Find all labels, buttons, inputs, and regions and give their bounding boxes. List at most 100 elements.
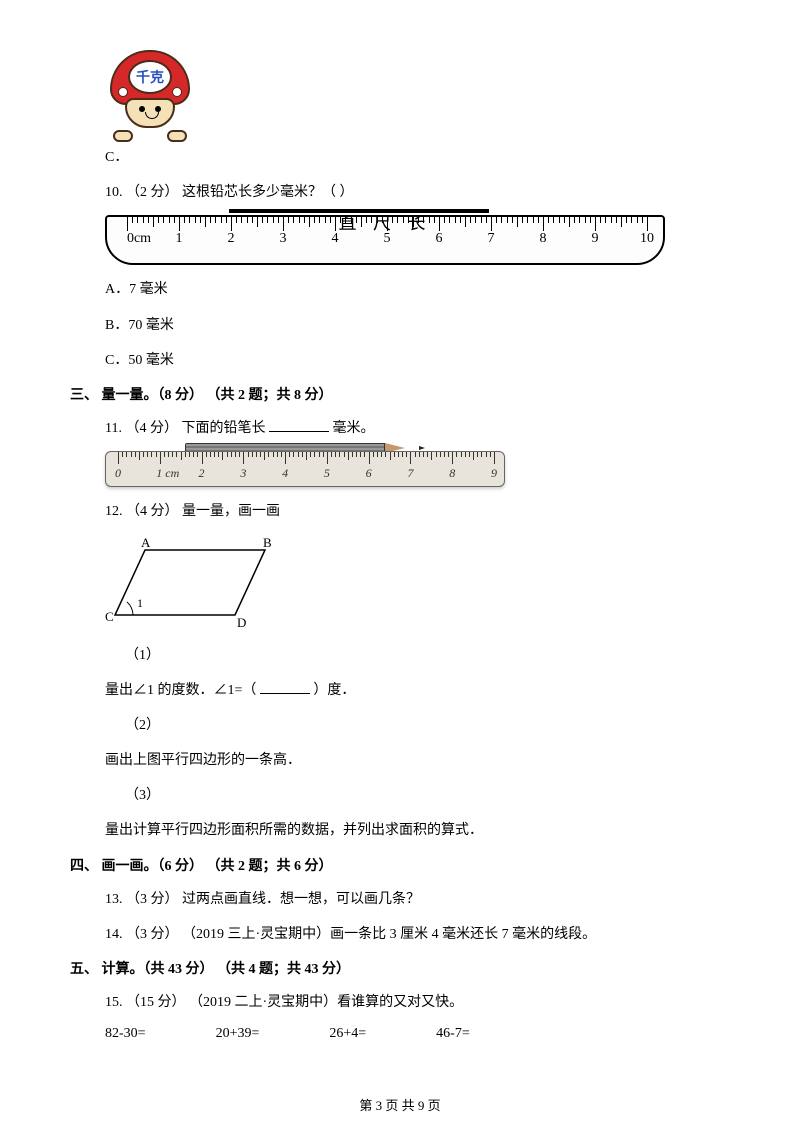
- tick: [402, 452, 403, 457]
- tick: [135, 452, 136, 457]
- tick: [156, 452, 157, 457]
- ruler-number: 5: [384, 231, 391, 247]
- tick: [289, 452, 290, 457]
- dot-icon: [118, 87, 128, 97]
- tick: [205, 217, 206, 227]
- tick: [267, 217, 268, 223]
- tick: [260, 452, 261, 457]
- calc-item: 82-30=: [105, 1026, 146, 1042]
- ruler-number: 2: [228, 231, 235, 247]
- ruler-number: 3: [240, 466, 246, 481]
- tick: [460, 217, 461, 223]
- tick: [559, 217, 560, 223]
- tick: [200, 217, 201, 223]
- tick: [132, 217, 133, 223]
- tick: [163, 217, 164, 223]
- tick: [377, 452, 378, 457]
- mushroom-label: 千克: [128, 60, 172, 94]
- tick: [448, 452, 449, 457]
- tick: [403, 217, 404, 223]
- ruler1: 直 尺 长 0cm12345678910: [105, 215, 665, 265]
- tick: [247, 217, 248, 223]
- mushroom-figure: 千克: [105, 50, 195, 140]
- tick: [522, 217, 523, 223]
- tick: [185, 452, 186, 457]
- ruler-number: 9: [592, 231, 599, 247]
- page-footer: 第 3 页 共 9 页: [0, 1095, 800, 1114]
- tick: [327, 452, 328, 464]
- tick: [423, 452, 424, 457]
- tick: [600, 217, 601, 223]
- tick: [143, 452, 144, 457]
- tick: [143, 217, 144, 223]
- parallelogram-figure: A B C D 1: [105, 535, 730, 635]
- blank-field[interactable]: [269, 418, 329, 432]
- tick: [527, 217, 528, 223]
- ruler-number: 4: [332, 231, 339, 247]
- q12-p3-label: （3）: [125, 783, 730, 808]
- ruler-number: 7: [407, 466, 413, 481]
- tick: [360, 452, 361, 457]
- tick: [169, 217, 170, 223]
- tick: [195, 217, 196, 223]
- tick: [179, 217, 180, 231]
- tick: [118, 452, 119, 464]
- ruler-number: 0: [115, 466, 121, 481]
- tick: [469, 452, 470, 457]
- tick: [325, 217, 326, 223]
- svg-text:C: C: [105, 609, 114, 624]
- tick: [323, 452, 324, 457]
- q15-stem: 15. （15 分） （2019 二上·灵宝期中）看谁算的又对又快。: [105, 990, 730, 1015]
- tick: [189, 452, 190, 457]
- tick: [288, 217, 289, 223]
- tick: [413, 217, 414, 227]
- tick: [293, 217, 294, 223]
- tick: [168, 452, 169, 457]
- section3-header: 三、 量一量。（8 分） （共 2 题；共 8 分）: [70, 383, 730, 408]
- tick: [507, 217, 508, 223]
- tick: [455, 217, 456, 223]
- tick: [371, 217, 372, 223]
- option-c-img: C．: [105, 145, 730, 170]
- tick: [252, 217, 253, 223]
- tick: [241, 217, 242, 223]
- tick: [235, 452, 236, 457]
- tick: [151, 452, 152, 457]
- tick: [160, 452, 161, 464]
- tick: [369, 452, 370, 464]
- tick: [277, 452, 278, 457]
- tick: [647, 217, 648, 231]
- tick: [408, 217, 409, 223]
- tick: [397, 217, 398, 223]
- tick: [181, 452, 182, 460]
- tick: [605, 217, 606, 223]
- tick: [398, 452, 399, 457]
- tick: [564, 217, 565, 223]
- tick: [319, 452, 320, 457]
- tick: [595, 217, 596, 231]
- tick: [273, 452, 274, 457]
- tick: [418, 217, 419, 223]
- q12-p3: 量出计算平行四边形面积所需的数据，并列出求面积的算式．: [105, 818, 730, 843]
- tick: [215, 217, 216, 223]
- tick: [569, 217, 570, 227]
- tick: [137, 217, 138, 223]
- tick: [310, 452, 311, 457]
- tick: [496, 217, 497, 223]
- tick: [481, 452, 482, 457]
- ruler2: 01 cm23456789: [105, 451, 505, 487]
- tick: [494, 452, 495, 464]
- q10-stem: 10. （2 分） 这根铅芯长多少毫米？（ ）: [105, 180, 730, 205]
- tick: [158, 217, 159, 223]
- tick: [543, 217, 544, 231]
- calc-item: 46-7=: [436, 1026, 470, 1042]
- ruler-number: 8: [449, 466, 455, 481]
- blank-field[interactable]: [260, 680, 310, 694]
- tick: [176, 452, 177, 457]
- foot-icon: [167, 130, 187, 142]
- tick: [127, 217, 128, 231]
- tick: [236, 217, 237, 223]
- tick: [257, 217, 258, 227]
- tick: [283, 217, 284, 231]
- tick: [189, 217, 190, 223]
